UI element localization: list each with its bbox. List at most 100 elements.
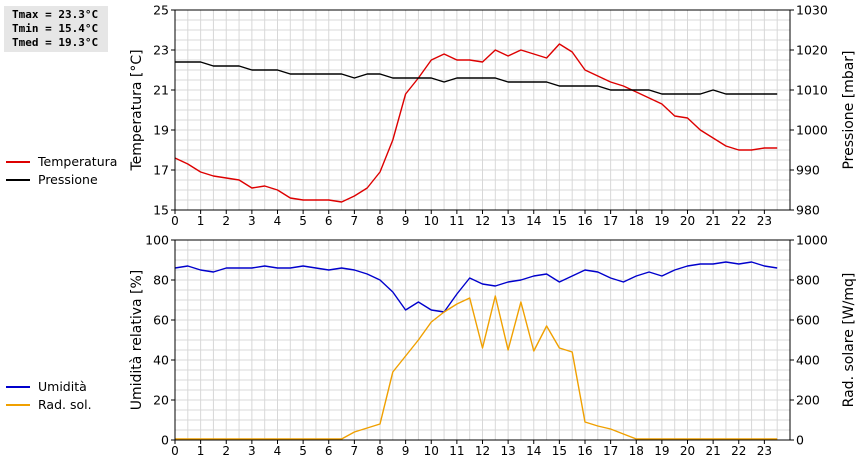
- y-tick-label: 23: [153, 43, 169, 58]
- series-line-temperatura: [174, 43, 778, 203]
- x-tick-label: 15: [552, 444, 567, 458]
- x-tick-label: 11: [449, 444, 464, 458]
- x-tick-label: 23: [757, 444, 772, 458]
- y2-tick-label: 800: [796, 273, 820, 288]
- x-tick-label: 16: [577, 444, 592, 458]
- y-tick-label: 21: [153, 83, 169, 98]
- x-tick-label: 2: [222, 214, 230, 228]
- x-tick-label: 8: [376, 214, 384, 228]
- x-tick-label: 13: [500, 214, 515, 228]
- y-tick-label: 60: [153, 313, 169, 328]
- legend-top: Temperatura Pressione: [6, 153, 117, 189]
- y-tick-label: 25: [153, 3, 169, 18]
- series-line-umidit-: [174, 261, 778, 313]
- x-tick-label: 9: [402, 214, 410, 228]
- legend-swatch-temperatura: [6, 161, 30, 163]
- legend-item-pressione: Pressione: [6, 171, 117, 189]
- x-tick-label: 22: [731, 444, 746, 458]
- x-tick-label: 6: [325, 214, 333, 228]
- legend-label-pressione: Pressione: [38, 172, 98, 187]
- tmax-text: Tmax = 23.3°C: [12, 8, 99, 21]
- y2-tick-label: 200: [796, 393, 820, 408]
- x-tick-label: 6: [325, 444, 333, 458]
- legend-label-temperatura: Temperatura: [38, 154, 118, 169]
- series-line-rad-sol-: [175, 295, 778, 440]
- x-tick-label: 11: [449, 214, 464, 228]
- y2-tick-label: 1020: [796, 43, 828, 58]
- x-tick-label: 18: [629, 214, 644, 228]
- x-tick-label: 17: [603, 214, 618, 228]
- y-tick-label: 80: [153, 273, 169, 288]
- y-tick-label: 40: [153, 353, 169, 368]
- y-tick-label: 15: [153, 203, 169, 218]
- legend-label-rad-sol: Rad. sol.: [38, 397, 92, 412]
- stats-box: Tmax = 23.3°C Tmin = 15.4°C Tmed = 19.3°…: [4, 6, 108, 52]
- y-axis-label: Temperatura [°C]: [129, 49, 145, 171]
- x-tick-label: 1: [197, 214, 205, 228]
- x-tick-label: 23: [757, 214, 772, 228]
- x-tick-label: 8: [376, 444, 384, 458]
- y-tick-label: 17: [153, 163, 169, 178]
- x-tick-label: 20: [680, 444, 695, 458]
- x-tick-label: 3: [248, 444, 256, 458]
- x-tick-label: 22: [731, 214, 746, 228]
- x-tick-label: 19: [654, 214, 669, 228]
- legend-item-temperatura: Temperatura: [6, 153, 117, 171]
- y2-tick-label: 1030: [796, 3, 828, 18]
- x-tick-label: 7: [351, 214, 359, 228]
- x-tick-label: 17: [603, 444, 618, 458]
- x-tick-label: 3: [248, 214, 256, 228]
- x-tick-label: 14: [526, 444, 541, 458]
- y2-tick-label: 400: [796, 353, 820, 368]
- x-tick-label: 13: [500, 444, 515, 458]
- y2-tick-label: 1010: [796, 83, 828, 98]
- x-tick-label: 4: [274, 214, 282, 228]
- x-tick-label: 4: [274, 444, 282, 458]
- x-tick-label: 0: [171, 444, 179, 458]
- legend-item-rad-sol: Rad. sol.: [6, 396, 92, 414]
- grid-bottom: [175, 240, 790, 440]
- y2-axis-label: Rad. solare [W/mq]: [841, 273, 857, 408]
- series-line-pressione: [175, 61, 778, 95]
- x-tick-label: 5: [299, 214, 307, 228]
- y-axis-label: Umidità relativa [%]: [129, 270, 145, 411]
- tmed-text: Tmed = 19.3°C: [12, 36, 99, 49]
- legend-swatch-rad-sol: [6, 404, 30, 406]
- y2-tick-label: 1000: [796, 233, 828, 248]
- x-tick-label: 0: [171, 214, 179, 228]
- x-tick-label: 21: [705, 214, 720, 228]
- x-tick-label: 1: [197, 444, 205, 458]
- legend-swatch-umidita: [6, 386, 30, 388]
- legend-bottom: Umidità Rad. sol.: [6, 378, 92, 414]
- x-tick-label: 16: [577, 214, 592, 228]
- legend-item-umidita: Umidità: [6, 378, 92, 396]
- x-tick-label: 12: [475, 444, 490, 458]
- x-tick-label: 2: [222, 444, 230, 458]
- y-tick-label: 0: [161, 433, 169, 448]
- legend-label-umidita: Umidità: [38, 379, 87, 394]
- x-tick-label: 5: [299, 444, 307, 458]
- y2-tick-label: 600: [796, 313, 820, 328]
- y2-tick-label: 980: [796, 203, 820, 218]
- y2-tick-label: 0: [796, 433, 804, 448]
- y-tick-label: 100: [145, 233, 169, 248]
- x-tick-label: 15: [552, 214, 567, 228]
- x-tick-label: 19: [654, 444, 669, 458]
- y2-tick-label: 1000: [796, 123, 828, 138]
- tmin-text: Tmin = 15.4°C: [12, 22, 99, 35]
- x-tick-label: 7: [351, 444, 359, 458]
- y-tick-label: 20: [153, 393, 169, 408]
- x-tick-label: 18: [629, 444, 644, 458]
- y2-axis-label: Pressione [mbar]: [841, 50, 857, 169]
- x-tick-label: 21: [705, 444, 720, 458]
- y2-tick-label: 990: [796, 163, 820, 178]
- x-tick-label: 12: [475, 214, 490, 228]
- y-tick-label: 19: [153, 123, 169, 138]
- x-tick-label: 9: [402, 444, 410, 458]
- x-tick-label: 20: [680, 214, 695, 228]
- grid-top: [175, 10, 790, 210]
- legend-swatch-pressione: [6, 179, 30, 181]
- x-tick-label: 14: [526, 214, 541, 228]
- x-tick-label: 10: [424, 214, 439, 228]
